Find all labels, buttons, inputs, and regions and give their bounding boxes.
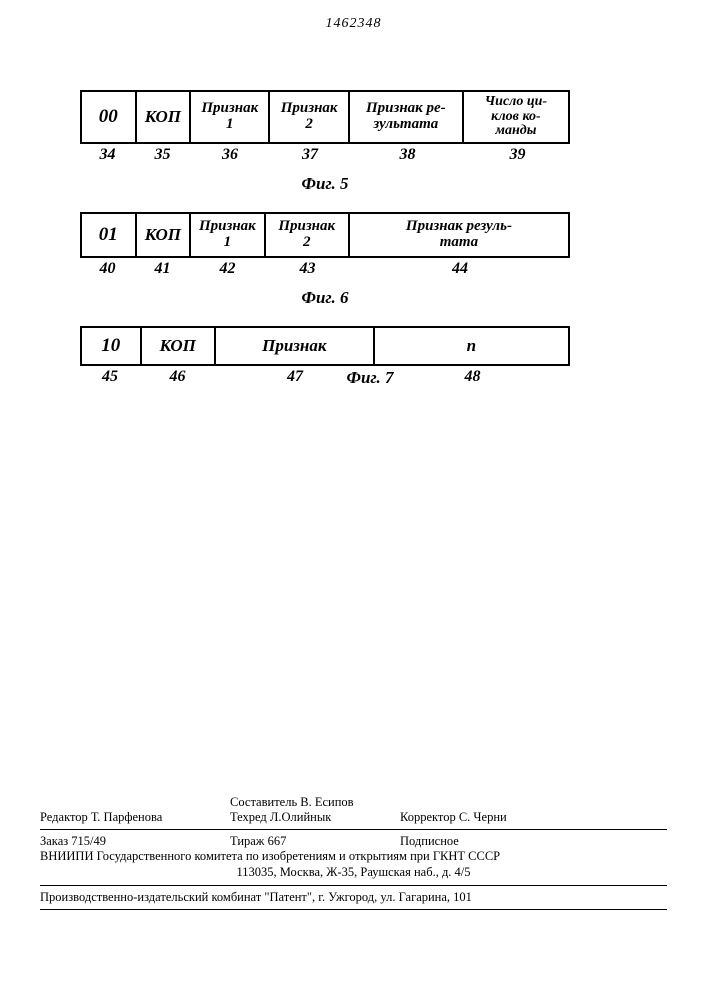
fig6-cell-3: Признак2	[266, 214, 350, 256]
compiler-line: Составитель В. Есипов	[40, 795, 667, 810]
tirage: Тираж 667	[230, 834, 400, 849]
fig5-cell-2: Признак1	[191, 92, 270, 142]
fig5-num-0: 34	[80, 146, 135, 164]
fig5-num-4: 38	[350, 146, 465, 164]
fig5-num-1: 35	[135, 146, 190, 164]
credits-row: Редактор Т. Парфенова Техред Л.Олийнык К…	[40, 810, 667, 825]
corrector: Корректор С. Черни	[400, 810, 667, 825]
order-row: Заказ 715/49 Тираж 667 Подписное	[40, 834, 667, 849]
fig5-num-5: 39	[465, 146, 570, 164]
footer: Составитель В. Есипов Редактор Т. Парфен…	[40, 795, 667, 910]
fig7-num-3: 48	[375, 368, 570, 386]
editor: Редактор Т. Парфенова	[40, 810, 230, 825]
fig7-num-1: 46	[140, 368, 215, 386]
publisher: Производственно-издательский комбинат "П…	[40, 890, 667, 905]
fig6-numbers: 40 41 42 43 44	[80, 260, 570, 278]
fig6-num-0: 40	[80, 260, 135, 278]
fig7: 10 КОП Признак n 45 46 47 48 Фиг. 7	[80, 326, 570, 388]
diagrams-area: 00 КОП Признак1 Признак2 Признак ре-зуль…	[80, 90, 570, 406]
fig5-cell-3: Признак2	[270, 92, 349, 142]
order-number: Заказ 715/49	[40, 834, 230, 849]
fig6-num-1: 41	[135, 260, 190, 278]
fig6-num-3: 43	[265, 260, 350, 278]
org-line-1: ВНИИПИ Государственного комитета по изоб…	[40, 849, 667, 864]
publisher-block: Производственно-издательский комбинат "П…	[40, 885, 667, 910]
fig7-cell-2: Признак	[216, 328, 375, 364]
page-number: 1462348	[0, 16, 707, 32]
fig7-num-0: 45	[80, 368, 140, 386]
fig5: 00 КОП Признак1 Признак2 Признак ре-зуль…	[80, 90, 570, 194]
fig5-caption: Фиг. 5	[80, 174, 570, 194]
order-block: Заказ 715/49 Тираж 667 Подписное ВНИИПИ …	[40, 829, 667, 885]
fig6-cell-2: Признак1	[191, 214, 265, 256]
fig6-table: 01 КОП Признак1 Признак2 Признак резуль-…	[80, 212, 570, 258]
fig7-numbers: 45 46 47 48	[80, 368, 570, 386]
fig7-cell-3: n	[375, 328, 568, 364]
fig5-num-3: 37	[270, 146, 350, 164]
org-line-2: 113035, Москва, Ж-35, Раушская наб., д. …	[40, 864, 667, 881]
fig5-num-2: 36	[190, 146, 270, 164]
fig6-num-2: 42	[190, 260, 265, 278]
fig7-cell-0: 10	[82, 328, 142, 364]
fig5-cell-5: Число ци-клов ко-манды	[464, 92, 568, 142]
fig6-cell-0: 01	[82, 214, 137, 256]
techred: Техред Л.Олийнык	[230, 810, 400, 825]
fig5-cell-0: 00	[82, 92, 137, 142]
fig6-caption: Фиг. 6	[80, 288, 570, 308]
fig5-cell-1: КОП	[137, 92, 192, 142]
fig6-num-4: 44	[350, 260, 570, 278]
credits-block: Составитель В. Есипов Редактор Т. Парфен…	[40, 795, 667, 829]
fig5-table: 00 КОП Признак1 Признак2 Признак ре-зуль…	[80, 90, 570, 144]
fig6: 01 КОП Признак1 Признак2 Признак резуль-…	[80, 212, 570, 308]
fig7-cell-1: КОП	[142, 328, 216, 364]
fig6-cell-1: КОП	[137, 214, 192, 256]
fig7-table: 10 КОП Признак n	[80, 326, 570, 366]
fig5-cell-4: Признак ре-зультата	[350, 92, 464, 142]
podpisnoe: Подписное	[400, 834, 667, 849]
fig6-cell-4: Признак резуль-тата	[350, 214, 568, 256]
fig5-numbers: 34 35 36 37 38 39	[80, 146, 570, 164]
